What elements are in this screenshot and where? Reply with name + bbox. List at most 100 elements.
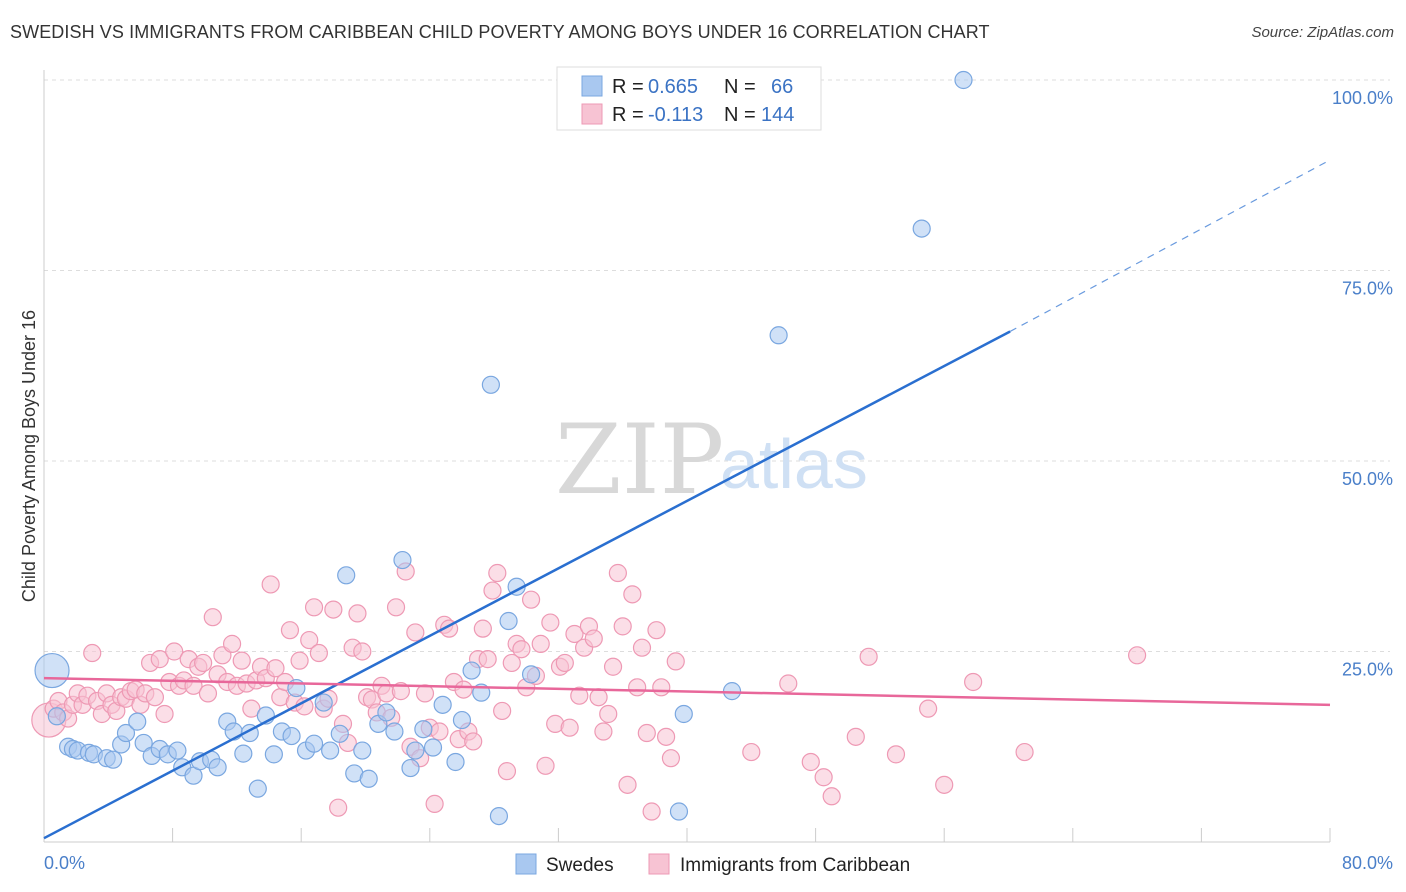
caribbean-point	[541, 613, 560, 632]
caribbean-point	[290, 651, 309, 670]
swedes-point	[401, 758, 420, 778]
caribbean-point	[430, 722, 449, 741]
caribbean-point	[1127, 646, 1147, 665]
caribbean-point	[521, 590, 541, 609]
swedes-point	[330, 724, 349, 743]
swedes-trend-extension	[1009, 159, 1331, 332]
swedes-point	[481, 375, 500, 394]
legend-n-value-caribbean: 144	[761, 104, 794, 126]
swedes-point	[499, 611, 518, 631]
caribbean-point	[353, 642, 372, 661]
caribbean-point	[555, 653, 574, 673]
caribbean-point	[280, 621, 300, 640]
swedes-point	[769, 326, 788, 345]
caribbean-point	[594, 722, 613, 741]
caribbean-point	[560, 718, 579, 737]
caribbean-point	[150, 650, 169, 669]
caribbean-point	[488, 563, 507, 583]
caribbean-point	[814, 768, 833, 787]
caribbean-trend-line	[43, 676, 1331, 707]
caribbean-point	[194, 653, 213, 673]
caribbean-point	[846, 727, 865, 746]
y-tick-label: 100.0%	[1332, 88, 1393, 108]
caribbean-point	[642, 802, 661, 821]
bottom-legend-swatch-caribbean	[648, 853, 670, 875]
caribbean-point	[165, 642, 184, 661]
caribbean-point	[742, 742, 761, 762]
caribbean-point	[822, 787, 841, 806]
caribbean-point	[661, 749, 681, 768]
swedes-point	[446, 752, 465, 772]
caribbean-point	[599, 704, 618, 724]
swedes-point	[385, 722, 404, 741]
caribbean-point	[647, 621, 666, 640]
caribbean-point	[652, 678, 671, 697]
caribbean-point	[589, 688, 608, 707]
caribbean-point	[502, 653, 521, 673]
legend-swatch-caribbean	[581, 103, 603, 125]
swedes-point	[314, 693, 333, 712]
legend-n-label-swedes: N =	[724, 76, 756, 98]
swedes-trend-line	[43, 330, 1011, 840]
swedes-point	[414, 720, 433, 739]
caribbean-point	[473, 619, 492, 638]
swedes-point	[912, 219, 931, 238]
bottom-legend-label-caribbean: Immigrants from Caribbean	[680, 855, 910, 876]
caribbean-point	[329, 798, 348, 817]
caribbean-point	[203, 608, 222, 627]
swedes-point	[128, 712, 147, 731]
caribbean-point	[425, 794, 444, 814]
caribbean-point	[536, 756, 555, 775]
x-axis-ticks	[172, 828, 1331, 842]
caribbean-point	[386, 598, 406, 617]
caribbean-point	[512, 640, 531, 659]
caribbean-point	[632, 638, 652, 657]
bottom-legend: Swedes Immigrants from Caribbean	[515, 853, 910, 876]
x-tick-label-max: 80.0%	[1342, 853, 1393, 873]
caribbean-point	[1015, 742, 1034, 762]
caribbean-point	[603, 657, 623, 676]
x-tick-label-min: 0.0%	[44, 853, 85, 873]
caribbean-point	[613, 617, 632, 636]
caribbean-point	[628, 678, 647, 697]
swedes-point	[521, 665, 541, 684]
bottom-legend-label-swedes: Swedes	[546, 855, 614, 876]
caribbean-point	[570, 686, 589, 705]
caribbean-point	[83, 643, 102, 663]
caribbean-point	[608, 563, 627, 583]
caribbean-point	[198, 684, 218, 703]
swedes-point	[234, 744, 253, 763]
swedes-point	[669, 802, 689, 821]
caribbean-point	[155, 704, 174, 724]
swedes-point	[208, 758, 227, 777]
swedes-point	[168, 741, 187, 760]
caribbean-point	[637, 723, 656, 743]
trend-lines	[43, 159, 1331, 840]
swedes-point	[304, 734, 324, 753]
swedes-point	[359, 769, 378, 788]
swedes-point	[954, 70, 973, 90]
swedes-point	[321, 741, 340, 760]
legend-n-label-caribbean: N =	[724, 104, 756, 126]
caribbean-points	[31, 562, 1147, 821]
swedes-point	[433, 695, 452, 714]
caribbean-point	[666, 652, 685, 671]
caribbean-point	[493, 701, 512, 721]
caribbean-point	[266, 659, 285, 678]
swedes-point	[47, 707, 66, 726]
swedes-point	[353, 741, 372, 760]
swedes-point	[104, 750, 123, 769]
swedes-point	[34, 652, 70, 689]
caribbean-point	[415, 684, 435, 703]
swedes-point	[248, 779, 267, 798]
legend-r-value-caribbean: -0.113	[648, 104, 703, 126]
swedes-point	[406, 741, 425, 760]
swedes-point	[462, 661, 481, 680]
y-tick-labels: 25.0% 50.0% 75.0% 100.0%	[1332, 88, 1393, 680]
swedes-point	[452, 710, 472, 730]
source-label: Source: ZipAtlas.com	[1251, 24, 1394, 41]
caribbean-point	[801, 752, 820, 772]
swedes-point	[116, 723, 136, 743]
swedes-point	[393, 550, 412, 570]
legend-box: R = 0.665 N = 66 R = -0.113 N = 144	[556, 66, 822, 131]
